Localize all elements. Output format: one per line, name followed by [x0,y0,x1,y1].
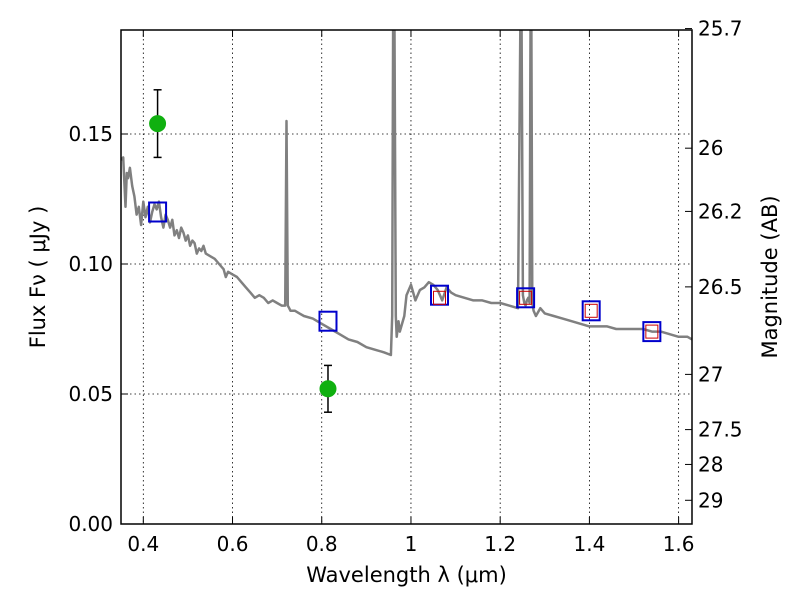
grid [121,30,692,525]
series-lines [121,30,692,357]
secondary-photometry-square [519,290,533,305]
secondary-photometry-square [433,290,447,305]
secondary-photometry-square [645,324,659,339]
y2-tick-label: 27 [698,362,723,386]
observed-point [149,115,167,133]
x-tick-label: 0.4 [127,532,159,556]
model-spectrum-line [121,30,692,357]
axis-ticks: 0.4 0.6 0.8 1 1.2 1.4 1.6 0.00 0.05 0.10 0.15 25.7 2… [68,17,742,556]
x-tick-label: 1.4 [573,532,605,556]
model-photometry-square [516,287,536,309]
x-tick-label: 1 [405,532,418,556]
observed-point [319,380,337,398]
x-tick-label: 1.2 [484,532,516,556]
y2-tick-label: 26 [698,136,723,160]
model-photometry-square [148,201,168,223]
y-tick-label: 0.05 [68,382,113,406]
y-tick-label: 0.15 [68,122,113,146]
x-tick-label: 1.6 [663,532,695,556]
y-tick-label: 0.10 [68,252,113,276]
model-photometry-square [318,310,338,332]
series-markers [148,89,662,413]
plot-frame [120,29,693,525]
y2-axis-label: Magnitude (AB) [758,195,782,358]
x-axis-label: Wavelength λ (μm) [306,563,507,587]
y-axis-label: Flux Fν ( μJy ) [26,206,50,349]
secondary-photometry-square [584,303,598,318]
y2-tick-label: 28 [698,452,723,476]
model-photometry-square [581,300,601,322]
y2-tick-label: 26.2 [698,199,743,223]
model-photometry-square [642,321,662,343]
y2-tick-label: 25.7 [698,17,743,41]
y-tick-label: 0.00 [68,512,113,536]
y2-tick-label: 27.5 [698,418,743,442]
x-tick-label: 0.8 [306,532,338,556]
y2-tick-label: 29 [698,488,723,512]
x-tick-label: 0.6 [217,532,249,556]
y2-tick-label: 26.5 [698,275,743,299]
